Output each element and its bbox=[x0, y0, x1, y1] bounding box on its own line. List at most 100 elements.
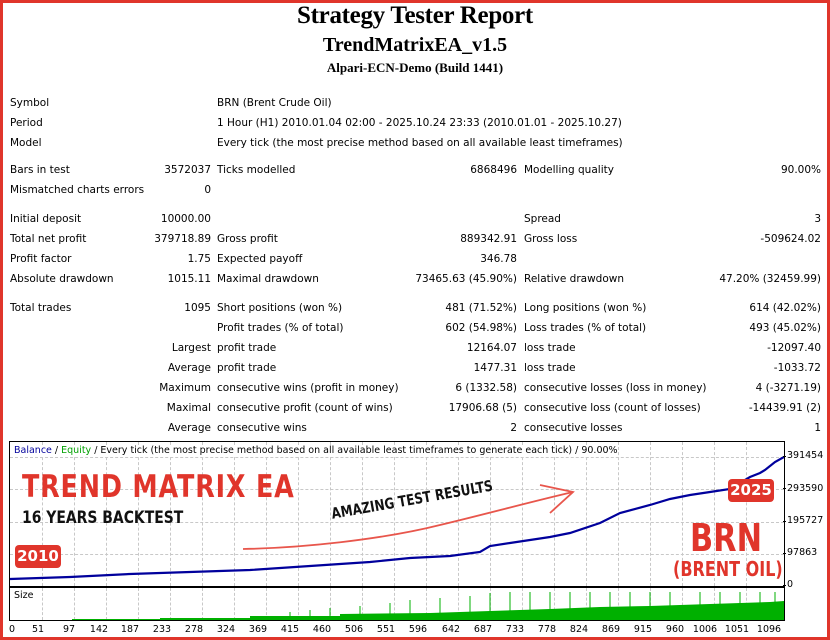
quality-label: Modelling quality bbox=[524, 164, 614, 176]
x-label: 824 bbox=[569, 624, 589, 635]
mismatch-value: 0 bbox=[204, 184, 211, 196]
y-tick bbox=[783, 553, 786, 554]
spread-label: Spread bbox=[524, 213, 561, 225]
row-prefix: Largest bbox=[171, 342, 211, 354]
y-label: 391454 bbox=[787, 450, 824, 461]
grid-line bbox=[74, 442, 75, 586]
x-label: 1096 bbox=[756, 624, 782, 635]
x-label: 596 bbox=[408, 624, 428, 635]
grid-line bbox=[554, 588, 555, 620]
profit-trades-value: 602 (54.98%) bbox=[445, 322, 517, 334]
row-right-value: 4 (-3271.19) bbox=[755, 382, 821, 394]
grid-line bbox=[234, 588, 235, 620]
max-dd-value: 73465.63 (45.90%) bbox=[415, 273, 517, 285]
loss-trades-value: 493 (45.02%) bbox=[749, 322, 821, 334]
row-left-label: profit trade bbox=[217, 342, 277, 354]
grid-line bbox=[682, 588, 683, 620]
expected-payoff-value: 346.78 bbox=[480, 253, 517, 265]
row-left-label: consecutive wins bbox=[217, 422, 307, 434]
row-right-label: loss trade bbox=[524, 362, 576, 374]
row-left-label: profit trade bbox=[217, 362, 277, 374]
overlay-symbol: BRN bbox=[690, 516, 763, 560]
ticks-value: 6868496 bbox=[470, 164, 517, 176]
row-right-label: consecutive losses bbox=[524, 422, 623, 434]
x-label: 97 bbox=[62, 624, 76, 635]
grid-line bbox=[202, 442, 203, 586]
grid-line bbox=[10, 457, 784, 458]
profit-factor-label: Profit factor bbox=[10, 253, 72, 265]
grid-line bbox=[74, 588, 75, 620]
grid-line bbox=[618, 588, 619, 620]
x-label: 869 bbox=[601, 624, 621, 635]
row-right-label: loss trade bbox=[524, 342, 576, 354]
legend-balance: Balance bbox=[14, 445, 52, 456]
symbol-value: BRN (Brent Crude Oil) bbox=[217, 97, 332, 109]
x-label: 687 bbox=[473, 624, 493, 635]
overlay-subtitle: 16 YEARS BACKTEST bbox=[22, 508, 184, 528]
y-tick bbox=[783, 488, 786, 489]
long-value: 614 (42.02%) bbox=[749, 302, 821, 314]
y-tick bbox=[783, 456, 786, 457]
chart-legend: Balance / Equity / Every tick (the most … bbox=[14, 445, 618, 456]
mismatch-label: Mismatched charts errors bbox=[10, 184, 145, 196]
grid-line bbox=[394, 588, 395, 620]
grid-line bbox=[42, 588, 43, 620]
period-label: Period bbox=[10, 117, 43, 129]
overlay-title: TREND MATRIX EA bbox=[22, 469, 295, 505]
row-prefix: Average bbox=[167, 422, 211, 434]
grid-line bbox=[10, 489, 784, 490]
row-right-label: consecutive losses (loss in money) bbox=[524, 382, 707, 394]
x-label: 1006 bbox=[692, 624, 718, 635]
grid-line bbox=[458, 588, 459, 620]
grid-line bbox=[330, 588, 331, 620]
x-label: 551 bbox=[376, 624, 396, 635]
row-right-value: -1033.72 bbox=[773, 362, 821, 374]
short-label: Short positions (won %) bbox=[217, 302, 343, 314]
gross-loss-value: -509624.02 bbox=[760, 233, 821, 245]
net-profit-label: Total net profit bbox=[10, 233, 87, 245]
x-label: 415 bbox=[280, 624, 300, 635]
y-label: 293590 bbox=[787, 483, 824, 494]
grid-line bbox=[714, 442, 715, 586]
x-label: 733 bbox=[505, 624, 525, 635]
grid-line bbox=[10, 554, 784, 555]
grid-line bbox=[138, 588, 139, 620]
grid-line bbox=[522, 588, 523, 620]
y-label: 0 bbox=[787, 579, 794, 590]
row-prefix: Maximal bbox=[166, 402, 211, 414]
model-label: Model bbox=[10, 137, 42, 149]
grid-line bbox=[234, 442, 235, 586]
x-label: 1051 bbox=[724, 624, 750, 635]
expected-payoff-label: Expected payoff bbox=[217, 253, 303, 265]
bars-value: 3572037 bbox=[164, 164, 211, 176]
row-left-label: consecutive profit (count of wins) bbox=[217, 402, 393, 414]
row-left-value: 6 (1332.58) bbox=[455, 382, 517, 394]
symbol-label: Symbol bbox=[10, 97, 50, 109]
x-label: 778 bbox=[537, 624, 557, 635]
report-title: Strategy Tester Report bbox=[297, 2, 533, 29]
grid-line bbox=[586, 442, 587, 586]
x-label: 324 bbox=[216, 624, 236, 635]
x-label: 51 bbox=[31, 624, 45, 635]
x-label: 369 bbox=[248, 624, 268, 635]
volume-chart: Size bbox=[9, 587, 785, 621]
y-label: 97863 bbox=[787, 547, 818, 558]
server-name: Alpari-ECN-Demo (Build 1441) bbox=[326, 60, 504, 75]
row-prefix: Average bbox=[167, 362, 211, 374]
grid-line bbox=[42, 442, 43, 586]
legend-separator: / bbox=[51, 445, 62, 456]
y-tick bbox=[783, 585, 786, 586]
model-value: Every tick (the most precise method base… bbox=[217, 137, 623, 149]
grid-line bbox=[202, 588, 203, 620]
initial-deposit-value: 10000.00 bbox=[160, 213, 211, 225]
x-label: 506 bbox=[344, 624, 364, 635]
rel-dd-value: 47.20% (32459.99) bbox=[719, 273, 821, 285]
row-right-label: consecutive loss (count of losses) bbox=[524, 402, 701, 414]
volume-label: Size bbox=[14, 590, 34, 601]
grid-line bbox=[746, 442, 747, 586]
grid-line bbox=[170, 442, 171, 586]
row-right-value: -12097.40 bbox=[767, 342, 821, 354]
profit-trades-label: Profit trades (% of total) bbox=[217, 322, 344, 334]
ea-name: TrendMatrixEA_v1.5 bbox=[322, 34, 508, 56]
x-label: 915 bbox=[633, 624, 653, 635]
